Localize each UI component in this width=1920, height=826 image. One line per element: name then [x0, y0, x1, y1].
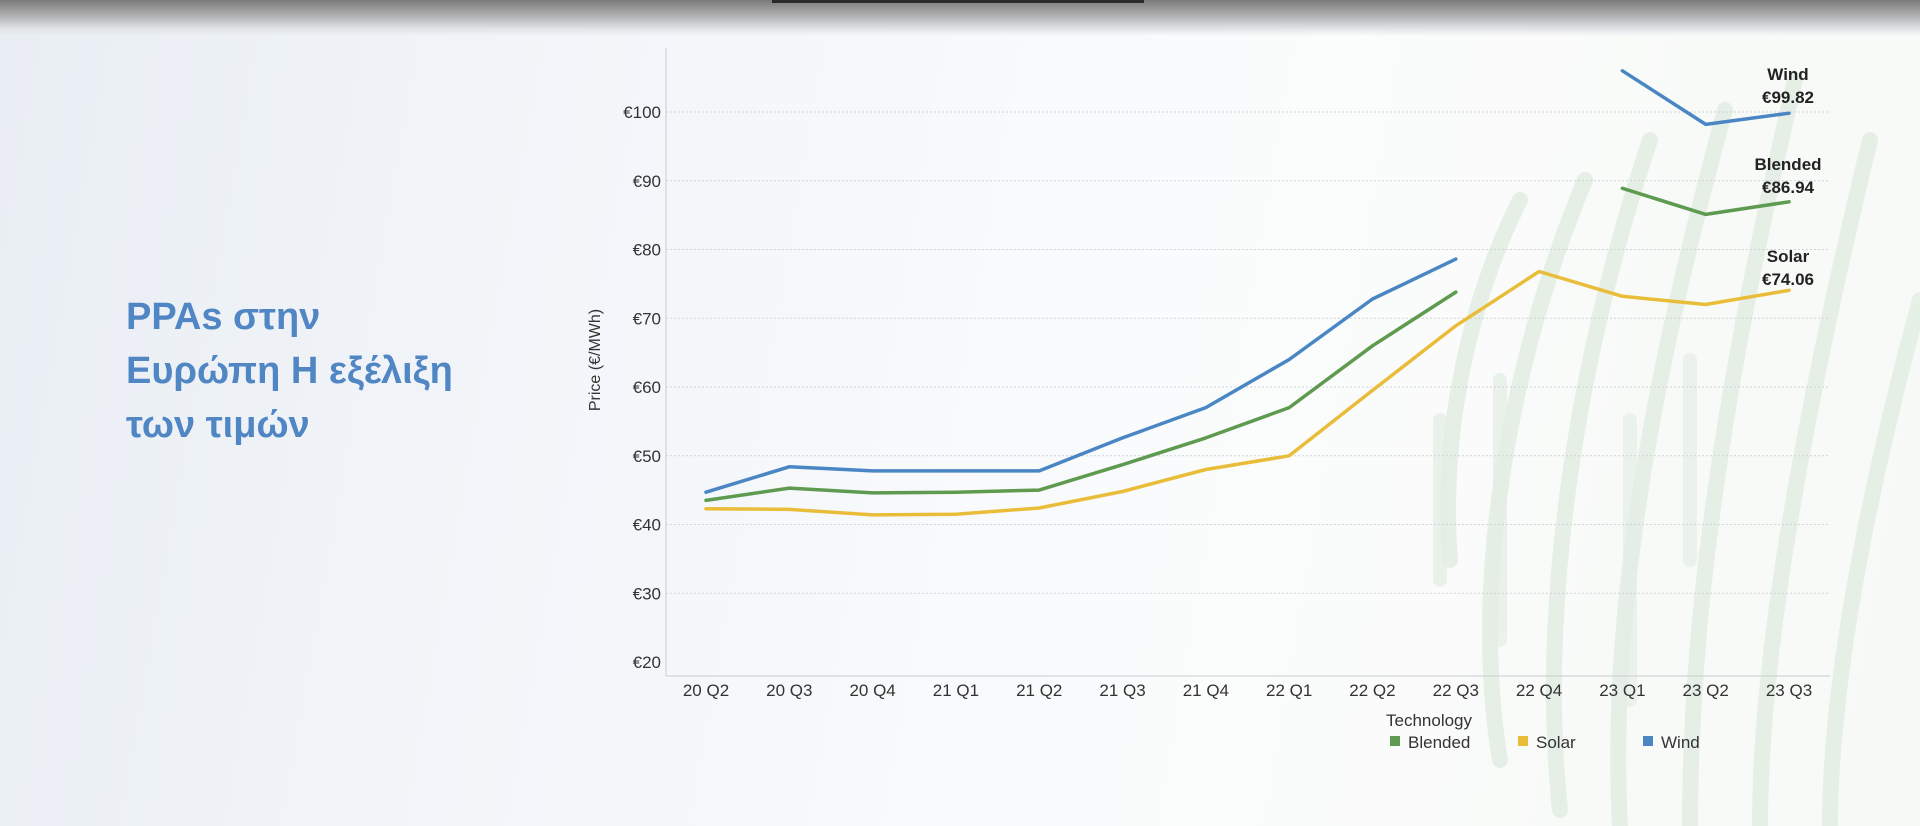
end-label-blended-name: Blended [1754, 155, 1821, 174]
series-line-wind [1620, 69, 1791, 127]
slide-title-line-3: των τιμών [126, 404, 310, 446]
x-tick-label: 22 Q2 [1349, 681, 1395, 700]
legend-label-blended: Blended [1408, 733, 1470, 752]
slide-title-line-1: PPAs στην [126, 296, 321, 338]
x-tick-label: 21 Q1 [933, 681, 979, 700]
y-tick-label: €20 [633, 653, 661, 672]
end-label-blended-value: €86.94 [1762, 178, 1815, 197]
x-tick-label: 20 Q3 [766, 681, 812, 700]
end-label-wind-name: Wind [1767, 65, 1808, 84]
legend-label-solar: Solar [1536, 733, 1576, 752]
legend-swatch-wind [1643, 736, 1653, 746]
x-tick-label: 23 Q3 [1766, 681, 1812, 700]
y-tick-label: €30 [633, 584, 661, 603]
chart-series [704, 69, 1791, 517]
legend-label-wind: Wind [1661, 733, 1700, 752]
series-line-solar [704, 269, 1791, 517]
x-tick-label: 20 Q2 [683, 681, 729, 700]
x-tick-label: 20 Q4 [849, 681, 895, 700]
x-axis: 20 Q2 20 Q3 20 Q4 21 Q1 21 Q2 21 Q3 21 Q4 22 Q1… [666, 675, 1830, 700]
legend-swatch-solar [1518, 736, 1528, 746]
y-axis-label: Price (€/MWh) [587, 309, 604, 411]
chart-gridlines [666, 111, 1830, 594]
x-tick-label: 21 Q4 [1183, 681, 1229, 700]
y-tick-label: €60 [633, 378, 661, 397]
end-labels: Wind €99.82 Blended €86.94 Solar €74.06 [1754, 65, 1821, 289]
series-line-wind [704, 257, 1458, 494]
y-tick-label: €40 [633, 516, 661, 535]
x-tick-label: 23 Q1 [1599, 681, 1645, 700]
end-label-wind-value: €99.82 [1762, 88, 1814, 107]
x-tick-label: 23 Q2 [1683, 681, 1729, 700]
x-tick-label: 22 Q4 [1516, 681, 1562, 700]
end-label-solar-value: €74.06 [1762, 270, 1814, 289]
top-bar-tab [772, 0, 1144, 3]
chart-legend: Technology Blended Solar Wind [1386, 711, 1700, 752]
y-tick-label: €100 [623, 103, 661, 122]
slide-title: PPAs στην Ευρώπη Η εξέλιξη των τιμών [126, 290, 506, 452]
end-label-solar-name: Solar [1767, 247, 1810, 266]
series-line-blended [704, 290, 1458, 503]
x-tick-label: 21 Q2 [1016, 681, 1062, 700]
legend-swatch-blended [1390, 736, 1400, 746]
x-tick-label: 21 Q3 [1099, 681, 1145, 700]
y-tick-label: €80 [633, 241, 661, 260]
slide-title-line-2: Ευρώπη Η εξέλιξη [126, 350, 453, 392]
x-tick-label: 22 Q3 [1433, 681, 1479, 700]
window-top-bar [0, 0, 1920, 36]
x-tick-label: 22 Q1 [1266, 681, 1312, 700]
legend-title: Technology [1386, 711, 1473, 730]
y-tick-label: €70 [633, 309, 661, 328]
y-tick-label: €90 [633, 172, 661, 191]
y-tick-label: €50 [633, 447, 661, 466]
series-line-blended [1620, 186, 1791, 217]
y-axis: €20 €30 €40 €50 €60 €70 €80 €90 €100 [623, 48, 667, 676]
